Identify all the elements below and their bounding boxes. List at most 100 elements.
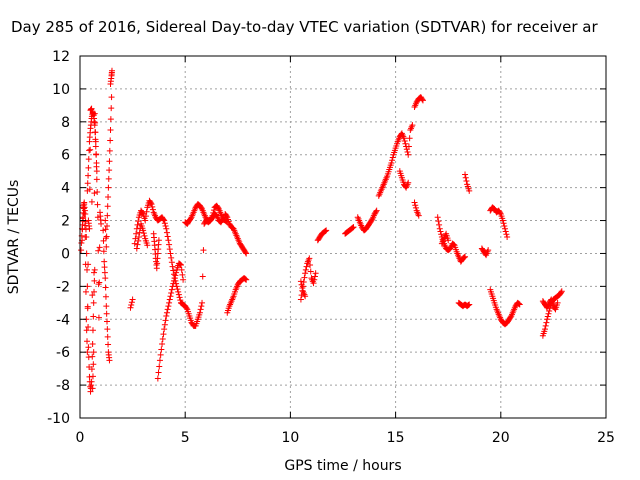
data-point: [156, 357, 163, 364]
data-point: [558, 289, 565, 296]
data-point: [242, 276, 249, 283]
data-point: [412, 202, 419, 209]
data-point: [412, 204, 419, 211]
data-point: [322, 227, 329, 234]
data-point: [107, 127, 114, 134]
data-point: [159, 336, 166, 343]
data-point: [84, 266, 91, 273]
data-point: [107, 137, 114, 144]
data-point: [86, 225, 93, 232]
data-point: [465, 302, 472, 309]
data-point: [84, 303, 91, 310]
data-point: [91, 277, 98, 284]
data-point: [104, 318, 111, 325]
data-point: [104, 333, 111, 340]
data-point: [91, 288, 98, 295]
axis-ticks: 0 5 10 15 20 25 -10 -8 -6 -4 -2 0 2 4 6 8 10 12: [47, 49, 615, 446]
data-point: [162, 223, 169, 230]
x-tick-label: 0: [76, 430, 85, 446]
y-tick-label: -6: [56, 345, 70, 361]
data-point: [165, 303, 172, 310]
grid: [80, 56, 606, 418]
data-point: [105, 184, 112, 191]
data-point: [434, 214, 441, 221]
data-point: [148, 201, 155, 208]
data-point: [155, 369, 162, 376]
y-tick-label: 2: [61, 214, 70, 230]
data-point: [82, 218, 89, 225]
data-point: [164, 306, 171, 313]
data-point: [388, 159, 395, 166]
data-point: [174, 286, 181, 293]
data-point: [102, 284, 109, 291]
data-point: [82, 226, 89, 233]
data-point: [297, 278, 304, 285]
data-point: [107, 116, 114, 123]
data-point: [310, 280, 317, 287]
data-point: [497, 209, 504, 216]
data-point: [85, 172, 92, 179]
data-point: [133, 225, 140, 232]
data-point: [389, 157, 396, 164]
data-point: [161, 217, 168, 224]
data-point: [84, 338, 91, 345]
data-point: [140, 230, 147, 237]
y-tick-label: 8: [61, 115, 70, 131]
data-point: [450, 241, 457, 248]
data-point: [101, 269, 108, 276]
data-point: [307, 268, 314, 275]
data-point: [160, 216, 167, 223]
data-point: [144, 242, 151, 249]
data-point: [177, 261, 184, 268]
data-point: [200, 247, 207, 254]
data-point: [92, 136, 99, 143]
data-point: [90, 349, 97, 356]
data-point: [301, 274, 308, 281]
data-point: [104, 223, 111, 230]
data-point: [499, 217, 506, 224]
data-point: [502, 225, 509, 232]
data-point: [302, 293, 309, 300]
data-point: [462, 253, 469, 260]
data-point: [78, 247, 85, 254]
data-point: [405, 151, 412, 158]
data-point: [297, 296, 304, 303]
y-tick-label: -4: [56, 312, 70, 328]
data-point: [142, 213, 149, 220]
data-point: [323, 227, 330, 234]
data-point: [85, 344, 92, 351]
data-point: [103, 233, 110, 240]
data-point: [93, 176, 100, 183]
data-point: [166, 246, 173, 253]
data-point: [89, 292, 96, 299]
data-point: [411, 199, 418, 206]
data-point: [106, 357, 113, 364]
data-point: [134, 241, 141, 248]
data-point: [242, 249, 249, 256]
data-point: [128, 299, 135, 306]
data-point: [85, 323, 92, 330]
y-tick-label: 0: [61, 246, 70, 262]
data-point: [306, 255, 313, 262]
data-point: [175, 291, 182, 298]
y-axis-label: SDTVAR / TECUs: [6, 180, 22, 295]
data-point: [368, 216, 375, 223]
data-point: [87, 146, 94, 153]
data-point: [419, 97, 426, 104]
data-point: [98, 220, 105, 227]
data-point: [162, 317, 169, 324]
data-point: [405, 143, 412, 150]
data-point: [349, 225, 356, 232]
data-point: [136, 229, 143, 236]
data-point: [462, 174, 469, 181]
data-point: [401, 135, 408, 142]
data-point: [89, 327, 96, 334]
y-tick-label: 12: [52, 49, 70, 65]
data-point: [100, 248, 107, 255]
data-point: [402, 140, 409, 147]
data-point: [85, 354, 92, 361]
data-point: [321, 228, 328, 235]
data-point: [90, 299, 97, 306]
data-point: [197, 306, 204, 313]
